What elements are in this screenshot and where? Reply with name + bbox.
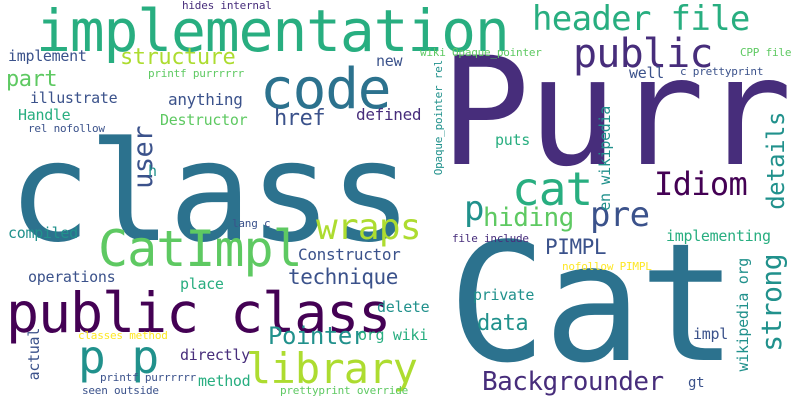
word-hiding: hiding — [483, 203, 574, 233]
word-pointer: Pointer — [268, 322, 366, 350]
word-purr: Purr — [440, 26, 792, 200]
word-printf-purrrrrr-top: printf purrrrrr — [148, 67, 245, 80]
word-rel-nofollow: rel nofollow — [28, 122, 105, 135]
word-cat-small: cat — [512, 162, 593, 216]
word-anything: anything — [168, 90, 243, 109]
word-nofollow-pimpl: nofollow PIMPL — [562, 260, 652, 273]
word-technique: technique — [288, 265, 399, 289]
word-illustrate: illustrate — [30, 89, 118, 107]
word-part: part — [6, 67, 58, 92]
word-wiki-opaque-pointer: wiki Opaque_pointer — [420, 46, 542, 59]
word-well: well — [629, 64, 664, 82]
word-actual: actual — [25, 328, 43, 381]
word-classes-method: classes method — [78, 329, 168, 342]
word-destructor: Destructor — [160, 111, 248, 129]
word-pimpl: PIMPL — [545, 235, 607, 259]
word-defined: defined — [356, 105, 422, 124]
word-gt: gt — [688, 375, 705, 391]
word-backgrounder: Backgrounder — [482, 367, 664, 397]
word-header-file: header file — [532, 0, 750, 39]
word-structure: structure — [120, 45, 236, 70]
word-class: class — [8, 112, 412, 273]
word-implement: implement — [8, 47, 87, 65]
word-idiom: Idiom — [654, 165, 748, 203]
word-wikipedia-org: wikipedia org — [734, 258, 752, 372]
word-new: new — [376, 52, 403, 70]
word-impl: impl — [693, 325, 728, 343]
word-implementing: implementing — [666, 227, 771, 245]
word-cpp-file: CPP file — [740, 46, 792, 59]
word-directly: directly — [180, 346, 250, 364]
word-place: place — [180, 275, 224, 293]
word-catimpl: CatImpl — [98, 220, 303, 278]
word-c-prettyprint: c prettyprint — [680, 65, 764, 78]
word-wraps: wraps — [316, 207, 421, 248]
word-printf-purrrrrr-bottom: printf purrrrrr — [100, 371, 197, 384]
word-method: method — [198, 372, 251, 390]
word-delete: delete — [377, 298, 430, 316]
word-public: public — [573, 31, 714, 77]
word-p: p — [464, 189, 484, 229]
word-h: h — [148, 162, 157, 180]
word-pre: pre — [590, 195, 650, 235]
word-compiled: compiled — [8, 224, 78, 242]
word-lang-c: lang c — [232, 217, 271, 230]
word-puts: puts — [495, 131, 530, 149]
word-hides-internal: hides internal — [182, 0, 272, 12]
word-opaque-pointer-rel: Opaque_pointer rel — [432, 60, 445, 176]
word-p-p: p p — [78, 330, 159, 384]
word-operations: operations — [28, 268, 116, 286]
word-data: data — [477, 311, 529, 336]
word-private: private — [473, 286, 535, 304]
word-seen-outside: seen outside — [82, 384, 159, 397]
word-en-wikipedia: en wikipedia — [596, 106, 614, 211]
word-code: code — [260, 57, 392, 122]
word-cat-large: Cat — [448, 208, 738, 399]
word-strong: strong — [755, 254, 788, 352]
word-implementation: implementation — [36, 0, 510, 65]
word-library: library — [246, 344, 418, 393]
word-handle: Handle — [18, 106, 71, 124]
word-details: details — [762, 112, 790, 210]
word-constructor: Constructor — [298, 245, 401, 264]
word-file-include: file include — [452, 232, 529, 245]
word-org-wiki: org wiki — [358, 326, 428, 344]
word-public-class: public class — [6, 281, 391, 345]
word-prettyprint-override: prettyprint override — [280, 384, 409, 397]
word-href: href — [274, 106, 326, 131]
